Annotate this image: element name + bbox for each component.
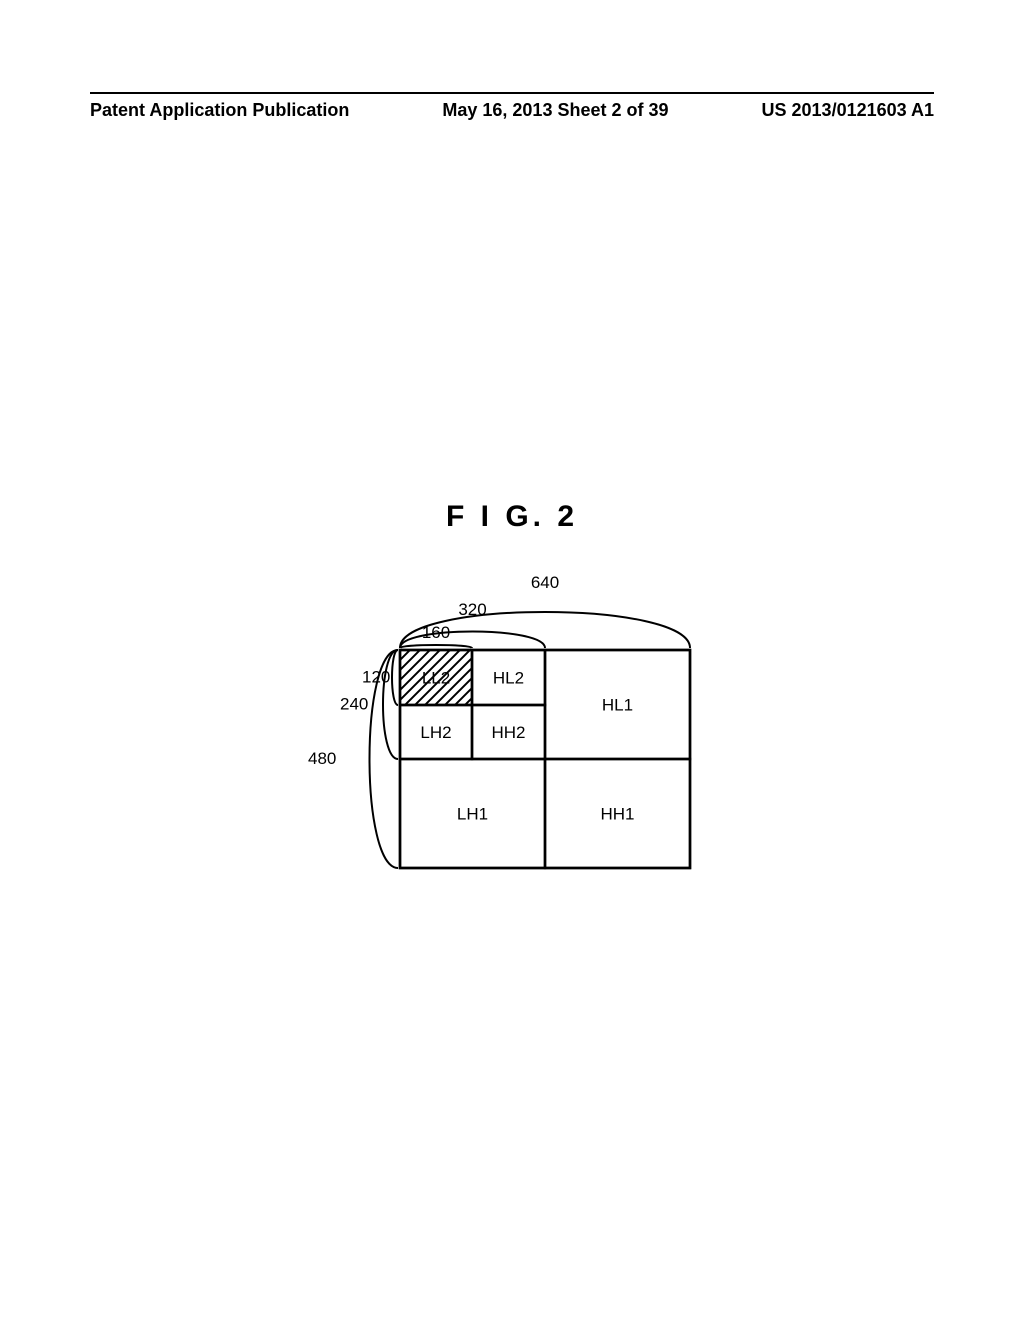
header-right: US 2013/0121603 A1 [762, 100, 934, 121]
dim-label-640: 640 [531, 573, 559, 592]
dim-bracket-160 [400, 645, 472, 648]
header-row: Patent Application Publication May 16, 2… [0, 100, 1024, 121]
wavelet-subband-diagram: LL2HL2LH2HH2HL1LH1HH1640320160120240480 [300, 560, 800, 990]
figure-title: F I G. 2 [0, 500, 1024, 534]
dim-bracket-120 [392, 650, 398, 705]
page-header: Patent Application Publication May 16, 2… [0, 92, 1024, 121]
dim-label-160: 160 [422, 623, 450, 642]
subband-label-ll2: LL2 [422, 669, 450, 688]
subband-label-lh2: LH2 [420, 723, 451, 742]
dim-label-320: 320 [458, 600, 486, 619]
subband-label-hl1: HL1 [602, 696, 633, 715]
subband-label-hl2: HL2 [493, 669, 524, 688]
diagram-svg: LL2HL2LH2HH2HL1LH1HH1640320160120240480 [300, 560, 800, 990]
dim-label-240: 240 [340, 695, 368, 714]
page: Patent Application Publication May 16, 2… [0, 0, 1024, 1320]
header-center: May 16, 2013 Sheet 2 of 39 [442, 100, 668, 121]
header-rule [90, 92, 934, 94]
subband-label-lh1: LH1 [457, 805, 488, 824]
subband-label-hh1: HH1 [600, 805, 634, 824]
header-left: Patent Application Publication [90, 100, 349, 121]
subband-label-hh2: HH2 [491, 723, 525, 742]
dim-label-480: 480 [308, 749, 336, 768]
